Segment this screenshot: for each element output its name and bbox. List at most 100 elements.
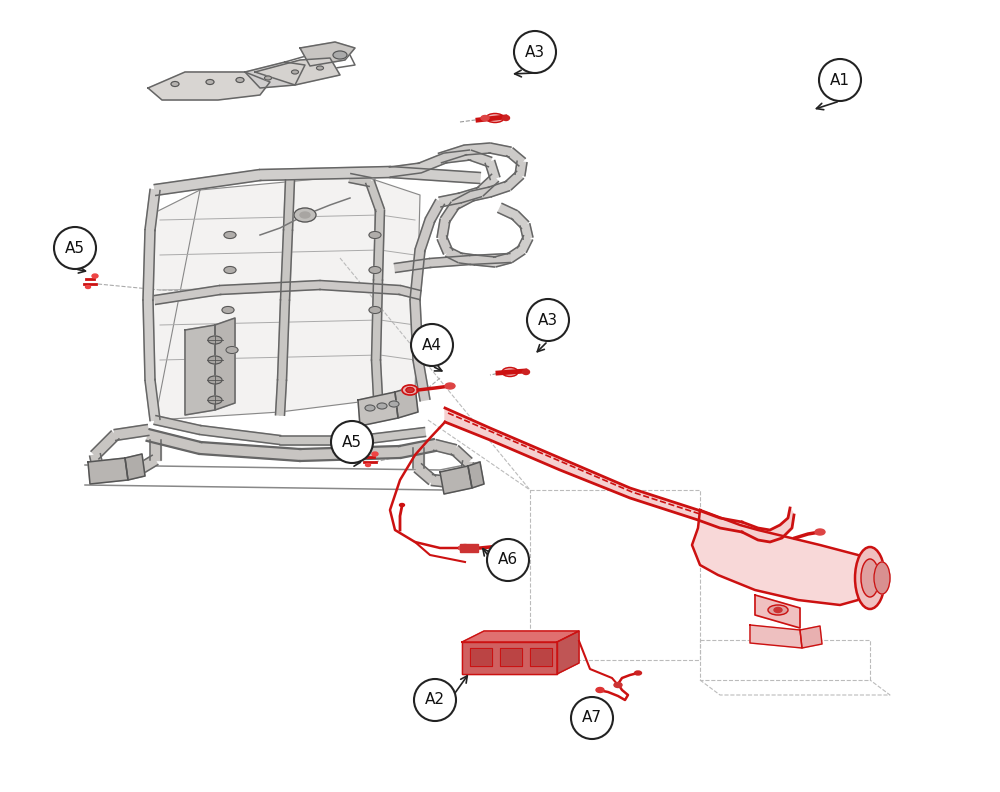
Polygon shape: [366, 181, 384, 211]
Polygon shape: [470, 648, 492, 666]
Polygon shape: [148, 72, 270, 100]
Polygon shape: [280, 436, 360, 444]
Polygon shape: [410, 299, 423, 360]
Polygon shape: [185, 325, 215, 415]
Polygon shape: [276, 379, 286, 415]
Polygon shape: [413, 359, 430, 401]
Ellipse shape: [459, 545, 471, 551]
Polygon shape: [125, 454, 145, 480]
Polygon shape: [199, 425, 281, 444]
Text: A4: A4: [422, 337, 442, 352]
Ellipse shape: [502, 367, 518, 376]
Polygon shape: [114, 425, 149, 440]
Polygon shape: [507, 246, 525, 262]
Polygon shape: [390, 166, 480, 184]
Text: A2: A2: [425, 692, 445, 707]
Ellipse shape: [236, 78, 244, 82]
Polygon shape: [507, 148, 525, 166]
Polygon shape: [459, 253, 476, 265]
Polygon shape: [494, 253, 511, 267]
Polygon shape: [143, 300, 155, 380]
Polygon shape: [145, 189, 160, 230]
Ellipse shape: [333, 51, 347, 59]
Polygon shape: [485, 161, 500, 180]
Ellipse shape: [503, 116, 510, 120]
Polygon shape: [459, 187, 481, 203]
Polygon shape: [444, 150, 471, 163]
Polygon shape: [520, 224, 533, 239]
Polygon shape: [434, 440, 456, 455]
Polygon shape: [505, 171, 523, 190]
Circle shape: [514, 31, 556, 73]
Polygon shape: [498, 204, 517, 219]
Ellipse shape: [208, 376, 222, 384]
Polygon shape: [358, 392, 398, 426]
Ellipse shape: [265, 76, 272, 80]
Polygon shape: [468, 150, 492, 167]
Polygon shape: [399, 286, 421, 299]
Polygon shape: [399, 439, 436, 458]
Polygon shape: [515, 162, 527, 176]
Polygon shape: [147, 429, 201, 454]
Polygon shape: [90, 454, 103, 469]
Ellipse shape: [365, 405, 375, 411]
Circle shape: [414, 679, 456, 721]
Text: A3: A3: [538, 313, 558, 328]
Ellipse shape: [855, 547, 885, 609]
Polygon shape: [132, 455, 158, 477]
Polygon shape: [557, 631, 579, 674]
Ellipse shape: [377, 403, 387, 409]
Polygon shape: [349, 173, 371, 186]
Text: A5: A5: [342, 435, 362, 450]
Polygon shape: [437, 236, 453, 254]
Circle shape: [331, 421, 373, 463]
Polygon shape: [471, 187, 491, 201]
Ellipse shape: [369, 307, 381, 314]
Polygon shape: [413, 448, 424, 468]
Ellipse shape: [92, 274, 98, 278]
Circle shape: [487, 539, 529, 581]
Text: A5: A5: [65, 241, 85, 256]
Polygon shape: [260, 166, 390, 181]
Polygon shape: [449, 473, 466, 487]
Polygon shape: [284, 180, 294, 230]
Polygon shape: [372, 360, 382, 398]
Polygon shape: [475, 255, 495, 267]
Polygon shape: [470, 253, 510, 265]
Polygon shape: [415, 219, 435, 252]
Polygon shape: [372, 280, 382, 360]
Circle shape: [819, 59, 861, 101]
Polygon shape: [394, 258, 431, 272]
Ellipse shape: [614, 683, 622, 687]
Ellipse shape: [445, 383, 455, 389]
Polygon shape: [440, 466, 472, 494]
Polygon shape: [692, 510, 870, 605]
Polygon shape: [465, 143, 490, 155]
Ellipse shape: [208, 336, 222, 344]
Polygon shape: [418, 154, 447, 173]
Polygon shape: [278, 300, 289, 380]
Polygon shape: [414, 464, 436, 484]
Polygon shape: [441, 202, 459, 223]
Ellipse shape: [208, 356, 222, 364]
Polygon shape: [88, 458, 128, 484]
Polygon shape: [96, 463, 114, 480]
Polygon shape: [359, 428, 426, 444]
Polygon shape: [800, 626, 822, 648]
Polygon shape: [200, 442, 300, 461]
Polygon shape: [489, 143, 511, 157]
Polygon shape: [374, 210, 384, 280]
Text: A7: A7: [582, 710, 602, 725]
Polygon shape: [451, 446, 472, 466]
Polygon shape: [460, 461, 473, 479]
Ellipse shape: [400, 504, 405, 507]
Polygon shape: [439, 193, 461, 207]
Ellipse shape: [208, 396, 222, 404]
Ellipse shape: [522, 370, 530, 375]
Polygon shape: [511, 211, 529, 229]
Ellipse shape: [815, 529, 825, 535]
Text: A1: A1: [830, 73, 850, 87]
Polygon shape: [111, 466, 136, 481]
Polygon shape: [150, 175, 420, 420]
Polygon shape: [245, 62, 305, 88]
